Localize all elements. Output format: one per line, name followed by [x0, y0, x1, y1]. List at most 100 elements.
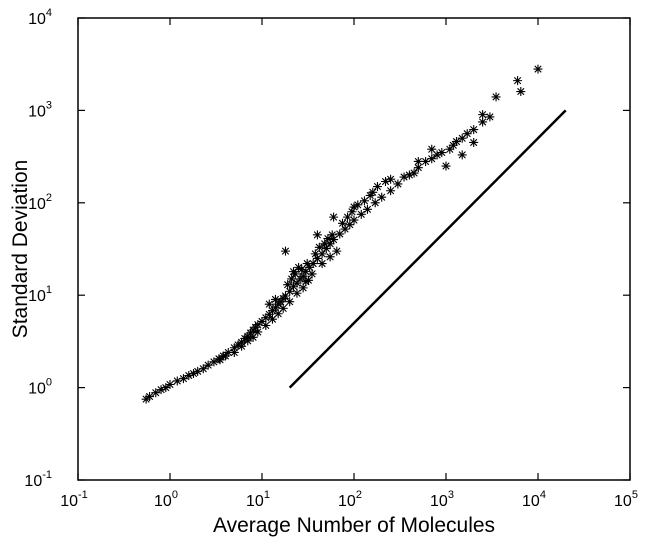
data-point	[253, 320, 263, 330]
data-point	[203, 360, 213, 370]
data-point	[156, 385, 166, 395]
data-point	[292, 288, 302, 298]
data-point	[283, 280, 293, 290]
data-point	[421, 156, 431, 166]
x-tick-label: 105	[614, 489, 638, 510]
x-tick-base: 10	[338, 493, 356, 510]
data-point	[457, 150, 467, 160]
data-point	[172, 376, 182, 386]
x-tick-label: 102	[338, 489, 362, 510]
data-point	[478, 117, 488, 127]
data-point	[327, 230, 337, 240]
data-point	[257, 316, 267, 326]
data-point	[145, 392, 155, 402]
data-point	[301, 267, 311, 277]
data-point	[220, 351, 230, 361]
x-tick-label: 10-1	[60, 489, 88, 510]
data-point	[469, 137, 479, 147]
data-point	[325, 252, 335, 262]
data-point	[248, 332, 258, 342]
data-point	[457, 133, 467, 143]
y-tick-base: 10	[28, 103, 46, 120]
data-point	[445, 144, 455, 154]
data-point	[478, 110, 488, 120]
data-point	[215, 355, 225, 365]
y-axis-title: Standard Deviation	[9, 160, 32, 339]
data-point	[312, 230, 322, 240]
y-tick-base: 10	[28, 288, 46, 305]
x-tick-exponent: 4	[540, 489, 546, 501]
data-point	[451, 137, 461, 147]
data-point	[332, 246, 342, 256]
data-point	[161, 383, 171, 393]
data-point	[237, 341, 247, 351]
data-point	[280, 291, 290, 301]
data-point	[320, 239, 330, 249]
data-point	[393, 179, 403, 189]
x-tick-label: 103	[430, 489, 454, 510]
x-axis-title: Average Number of Molecules	[213, 514, 495, 537]
data-point	[381, 177, 391, 187]
data-point	[264, 299, 274, 309]
x-tick-label: 104	[522, 489, 546, 510]
data-point	[184, 371, 194, 381]
data-point	[317, 259, 327, 269]
data-point	[516, 87, 526, 97]
x-tick-base: 10	[522, 493, 540, 510]
y-tick-label: 104	[28, 7, 52, 28]
x-tick-exponent: 0	[172, 489, 178, 501]
data-point	[193, 366, 203, 376]
data-point	[178, 374, 188, 384]
ticks: 10-1 100 101 102 103 104 10510-110010110210310…	[24, 7, 638, 510]
data-point	[233, 340, 243, 350]
data-point	[427, 154, 437, 164]
data-point	[325, 239, 335, 249]
data-point	[188, 369, 198, 379]
data-point	[141, 394, 151, 404]
data-point	[243, 336, 253, 346]
data-point	[340, 224, 350, 234]
data-point	[298, 283, 308, 293]
data-point	[347, 207, 357, 217]
data-point	[432, 150, 442, 160]
x-tick-base: 10	[246, 493, 264, 510]
y-tick-base: 10	[28, 11, 46, 28]
data-point	[513, 76, 523, 86]
y-tick-exponent: 0	[46, 377, 52, 389]
data-point	[462, 129, 472, 139]
reference-line	[288, 109, 567, 389]
x-tick-label: 100	[154, 489, 178, 510]
x-tick-exponent: 2	[356, 489, 362, 501]
data-point	[317, 249, 327, 259]
data-point	[294, 262, 304, 272]
data-point	[297, 264, 307, 274]
data-point	[485, 112, 495, 122]
data-point	[377, 192, 387, 202]
data-point	[343, 212, 353, 222]
data-point	[356, 209, 366, 219]
data-point	[278, 303, 288, 313]
data-point	[270, 294, 280, 304]
data-point	[321, 244, 331, 254]
data-point	[314, 242, 324, 252]
x-tick-base: 10	[154, 493, 172, 510]
data-point	[307, 269, 317, 279]
y-tick-label: 10-1	[24, 469, 52, 490]
y-tick-exponent: 3	[46, 99, 52, 111]
data-points	[141, 64, 543, 404]
x-tick-exponent: -1	[78, 489, 88, 501]
data-point	[280, 246, 290, 256]
data-point	[386, 186, 396, 196]
data-point	[264, 309, 274, 319]
data-point	[349, 202, 359, 212]
data-point	[302, 259, 312, 269]
data-point	[303, 275, 313, 285]
x-tick-exponent: 3	[448, 489, 454, 501]
data-point	[253, 327, 263, 337]
data-point	[287, 274, 297, 284]
data-point	[261, 313, 271, 323]
data-point	[305, 262, 315, 272]
y-tick-label: 100	[28, 377, 52, 398]
y-tick-label: 103	[28, 99, 52, 120]
